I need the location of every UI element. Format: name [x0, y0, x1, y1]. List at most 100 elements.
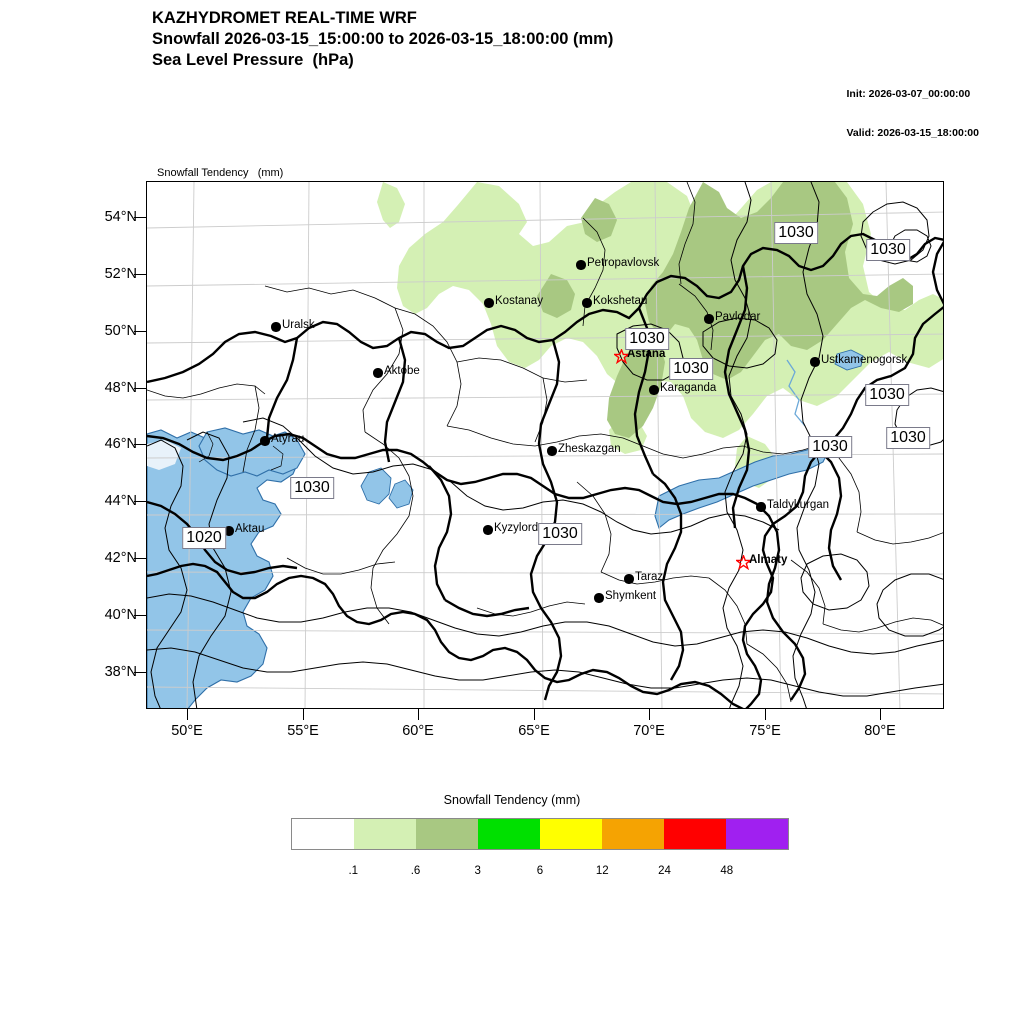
- city-dot: [483, 525, 493, 535]
- xtick-mark: [649, 709, 650, 720]
- city-label: Shymkent: [605, 590, 657, 602]
- ytick-label-52N: 52°N: [104, 266, 137, 282]
- city-dot: [594, 593, 604, 603]
- weather-map[interactable]: Uralsk Aktobe Atyrau Aktau Kostanay Petr…: [105, 181, 944, 739]
- colorbar-swatch-2: [416, 819, 478, 849]
- city-label: Almaty: [749, 554, 788, 566]
- xtick-label-80E: 80°E: [864, 723, 896, 739]
- xtick-mark: [418, 709, 419, 720]
- colorbar-tick-4: 12: [595, 865, 609, 877]
- page-title: KAZHYDROMET REAL-TIME WRF Snowfall 2026-…: [152, 8, 613, 71]
- colorbar-tick-3: 6: [536, 865, 544, 877]
- isobar-label-1020: 1020: [182, 527, 226, 549]
- river-irtysh: [786, 359, 806, 427]
- ytick-label-44N: 44°N: [104, 493, 137, 509]
- snow-mid-region-pavlodar: [607, 332, 665, 438]
- city-label: Karaganda: [660, 382, 717, 394]
- colorbar-tick-5: 24: [658, 865, 671, 877]
- title-line-2: Snowfall 2026-03-15_15:00:00 to 2026-03-…: [152, 30, 614, 48]
- ytick-label-50N: 50°N: [104, 323, 137, 339]
- national-borders-layer: [147, 232, 943, 708]
- title-line-3: Sea Level Pressure (hPa): [152, 51, 354, 69]
- city-label: Kokshetau: [593, 295, 648, 307]
- isobar-label-1030: 1030: [625, 328, 669, 350]
- city-dot: [373, 368, 383, 378]
- city-dot: [576, 260, 586, 270]
- ytick-mark: [134, 444, 146, 445]
- init-timestamp: Init: 2026-03-07_00:00:00: [846, 88, 971, 100]
- snow-mid-region-kokshetau: [537, 274, 575, 318]
- xtick-mark: [303, 709, 304, 720]
- colorbar-swatch-1: [354, 819, 416, 849]
- xtick-label-60E: 60°E: [402, 723, 434, 739]
- xtick-mark: [187, 709, 188, 720]
- colorbar-swatch-0: [292, 819, 354, 849]
- xtick-mark: [765, 709, 766, 720]
- colorbar-swatch-4: [540, 819, 602, 849]
- city-dot: [704, 314, 714, 324]
- caspian-pale-shore: [147, 440, 181, 470]
- colorbar-swatch-7: [726, 819, 788, 849]
- colorbar-swatch-5: [602, 819, 664, 849]
- isobar-label-1030: 1030: [865, 384, 909, 406]
- ytick-mark: [134, 672, 146, 673]
- colorbar-tick-0: .1: [348, 865, 359, 877]
- city-label: Atyrau: [271, 433, 305, 445]
- city-dot: [756, 502, 766, 512]
- xtick-mark: [534, 709, 535, 720]
- colorbar-tick-2: 3: [474, 865, 481, 877]
- city-dot: [224, 526, 234, 536]
- lake-zaysan: [834, 349, 864, 371]
- xtick-label-75E: 75°E: [749, 723, 781, 739]
- water-layer: [147, 349, 864, 708]
- ytick-label-54N: 54°N: [104, 209, 137, 225]
- valid-timestamp: Valid: 2026-03-15_18:00:00: [846, 127, 979, 139]
- xtick-label-70E: 70°E: [633, 723, 665, 739]
- ytick-mark: [134, 331, 146, 332]
- ytick-mark: [134, 274, 146, 275]
- ytick-label-40N: 40°N: [104, 607, 137, 623]
- isobar-label-1030: 1030: [808, 436, 852, 458]
- city-label: Aktobe: [384, 365, 420, 377]
- xtick-label-50E: 50°E: [171, 723, 203, 739]
- ytick-label-38N: 38°N: [104, 664, 137, 680]
- isobar-label-1030: 1030: [866, 239, 910, 261]
- ytick-mark: [134, 615, 146, 616]
- city-label: Taraz: [635, 571, 664, 583]
- map-frame: Uralsk Aktobe Atyrau Aktau Kostanay Petr…: [146, 181, 944, 709]
- caption-snowfall-tendency: Snowfall Tendency (mm): [157, 167, 284, 179]
- colorbar-swatch-6: [664, 819, 726, 849]
- city-dot: [582, 298, 592, 308]
- colorbar-title: Snowfall Tendency (mm): [443, 793, 581, 807]
- caspian-inlet-north: [198, 427, 306, 477]
- city-label: Zheskazgan: [558, 443, 621, 455]
- city-label: Astana: [627, 348, 666, 360]
- colorbar-tick-labels: .1 .6 3 6 12 24 48: [291, 865, 789, 883]
- city-label: Aktau: [235, 523, 265, 535]
- capital-star-icon: [614, 348, 629, 364]
- city-dot: [810, 357, 820, 367]
- colorbar-tick-6: 48: [720, 865, 734, 877]
- city-dot: [624, 574, 634, 584]
- colorbar-swatch-3: [478, 819, 540, 849]
- ytick-label-42N: 42°N: [104, 550, 137, 566]
- xtick-label-55E: 55°E: [287, 723, 319, 739]
- ytick-mark: [134, 558, 146, 559]
- isobar-label-1030: 1030: [538, 523, 582, 545]
- city-label: Petropavlovsk: [587, 257, 660, 269]
- xtick-label-65E: 65°E: [518, 723, 550, 739]
- colorbar[interactable]: [291, 818, 789, 850]
- colorbar-tick-1: .6: [410, 865, 421, 877]
- city-label: Pavlodar: [715, 311, 761, 323]
- ytick-label-46N: 46°N: [104, 436, 137, 452]
- city-dot: [260, 436, 270, 446]
- xtick-mark: [880, 709, 881, 720]
- city-dot: [271, 322, 281, 332]
- ytick-mark: [134, 217, 146, 218]
- city-label: Kyzylorda: [494, 522, 545, 534]
- city-label: Uralsk: [282, 319, 315, 331]
- admin-boundaries-layer: [147, 182, 943, 703]
- run-timestamps: Init: 2026-03-07_00:00:00 Valid: 2026-03…: [846, 62, 979, 153]
- ytick-mark: [134, 501, 146, 502]
- isobar-label-1030: 1030: [886, 427, 930, 449]
